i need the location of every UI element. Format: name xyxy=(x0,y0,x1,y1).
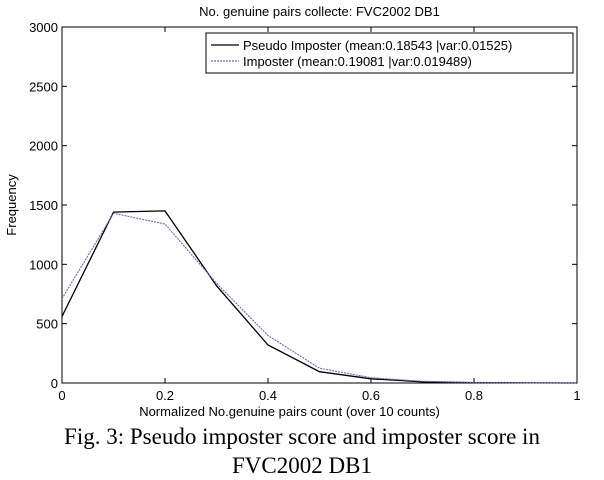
plot-area-frame xyxy=(61,26,578,384)
y-tick-label: 500 xyxy=(36,317,58,332)
y-tick-label: 1000 xyxy=(29,257,58,272)
chart-title: No. genuine pairs collecte: FVC2002 DB1 xyxy=(199,4,440,19)
x-tick-label: 0.4 xyxy=(259,388,277,403)
y-tick-label: 0 xyxy=(51,376,58,391)
y-axis-label: Frequency xyxy=(4,174,19,236)
line-chart: No. genuine pairs collecte: FVC2002 DB1 0… xyxy=(4,4,581,419)
figure-caption: Fig. 3: Pseudo imposter score and impost… xyxy=(0,422,604,480)
legend-box xyxy=(205,32,574,74)
x-axis-label: Normalized No.genuine pairs count (over … xyxy=(139,404,440,419)
x-tick-label: 0.8 xyxy=(465,388,483,403)
y-tick-label: 2000 xyxy=(29,139,58,154)
y-tick-label: 2500 xyxy=(29,79,58,94)
x-tick-label: 0 xyxy=(58,388,65,403)
legend-label-pseudo-imposter: Pseudo Imposter (mean:0.18543 |var:0.015… xyxy=(243,38,512,53)
x-tick-label: 0.6 xyxy=(362,388,380,403)
caption-line-1: Fig. 3: Pseudo imposter score and impost… xyxy=(64,424,540,449)
y-tick-label: 3000 xyxy=(29,20,58,35)
y-tick-label: 1500 xyxy=(29,198,58,213)
x-tick-label: 1 xyxy=(573,388,580,403)
x-tick-label: 0.2 xyxy=(156,388,174,403)
series-line-imposter xyxy=(61,212,578,384)
caption-line-2: FVC2002 DB1 xyxy=(232,453,372,478)
legend-label-imposter: Imposter (mean:0.19081 |var:0.019489) xyxy=(243,54,472,69)
